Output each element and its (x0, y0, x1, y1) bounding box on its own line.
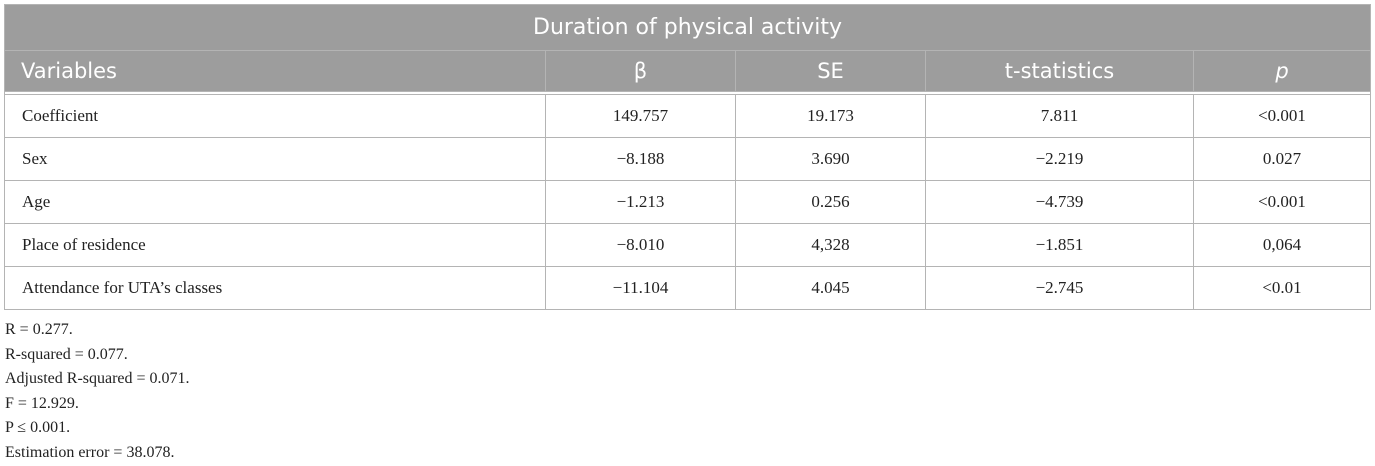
column-header-t-statistics: t-statistics (925, 50, 1194, 92)
cell-se: 4,328 (735, 223, 926, 267)
cell-beta: −11.104 (545, 266, 736, 310)
regression-table-container: Duration of physical activity Variables … (3, 4, 1372, 466)
cell-se: 0.256 (735, 180, 926, 224)
table-row: Sex −8.188 3.690 −2.219 0.027 (4, 137, 1372, 181)
cell-se: 19.173 (735, 94, 926, 138)
footnote-estimation-error: Estimation error = 38.078. (5, 443, 175, 461)
cell-beta: −8.188 (545, 137, 736, 181)
cell-beta: 149.757 (545, 94, 736, 138)
cell-t-statistic: −2.219 (925, 137, 1194, 181)
row-label: Attendance for UTA’s classes (4, 266, 546, 310)
cell-beta: −1.213 (545, 180, 736, 224)
row-label: Age (4, 180, 546, 224)
footnote-f: F = 12.929. (5, 394, 79, 412)
cell-beta: −8.010 (545, 223, 736, 267)
column-header-se: SE (735, 50, 926, 92)
cell-p-value: <0.01 (1192, 266, 1372, 310)
footnote-adjusted-r-squared: Adjusted R-squared = 0.071. (5, 370, 190, 388)
row-label: Place of residence (4, 223, 546, 267)
table-row: Place of residence −8.010 4,328 −1.851 0… (4, 223, 1372, 267)
cell-p-value: <0.001 (1192, 180, 1372, 224)
footnote-r: R = 0.277. (5, 321, 73, 338)
table-footnotes: R = 0.277. R-squared = 0.077. Adjusted R… (4, 318, 1370, 466)
table-title: Duration of physical activity (3, 4, 1372, 51)
table-title-row: Duration of physical activity (3, 4, 1372, 51)
row-label: Sex (4, 137, 546, 181)
cell-se: 4.045 (735, 266, 926, 310)
table-row: Coefficient 149.757 19.173 7.811 <0.001 (4, 94, 1372, 138)
cell-t-statistic: −4.739 (925, 180, 1194, 224)
cell-p-value: 0,064 (1192, 223, 1372, 267)
row-label: Coefficient (4, 94, 546, 138)
footnote-r-squared: R-squared = 0.077. (5, 345, 128, 363)
table-header-row: Variables β SE t-statistics p (4, 50, 1372, 92)
column-header-beta: β (545, 50, 736, 92)
regression-table: Duration of physical activity Variables … (3, 4, 1372, 310)
cell-se: 3.690 (735, 137, 926, 181)
cell-t-statistic: −1.851 (925, 223, 1194, 267)
cell-p-value: <0.001 (1192, 94, 1372, 138)
column-header-p: p (1192, 50, 1372, 92)
table-row: Age −1.213 0.256 −4.739 <0.001 (4, 180, 1372, 224)
cell-t-statistic: 7.811 (925, 94, 1194, 138)
table-row: Attendance for UTA’s classes −11.104 4.0… (4, 266, 1372, 310)
column-header-variables: Variables (4, 50, 546, 92)
cell-p-value: 0.027 (1192, 137, 1372, 181)
footnote-p: P ≤ 0.001. (5, 419, 71, 437)
cell-t-statistic: −2.745 (925, 266, 1194, 310)
